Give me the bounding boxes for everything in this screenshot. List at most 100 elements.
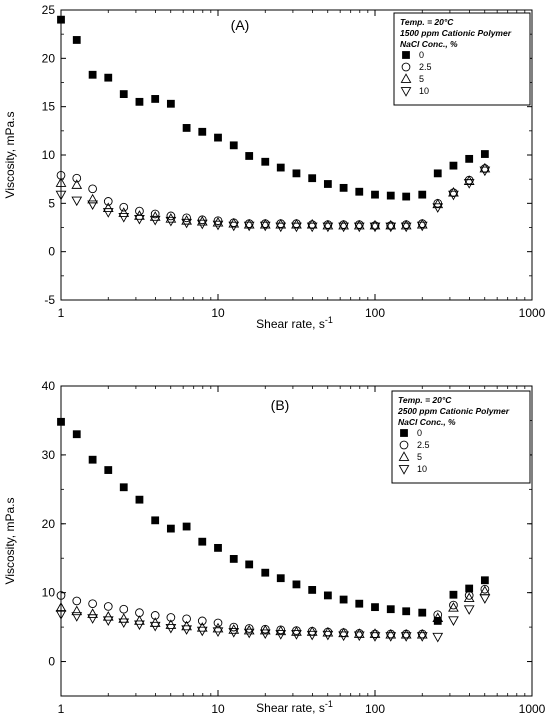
legend-box [391, 390, 531, 484]
y-tick-label: 0 [48, 245, 55, 259]
legend-marker [398, 465, 410, 475]
data-point [308, 586, 317, 594]
data-point [448, 186, 459, 197]
data-point [276, 574, 285, 583]
data-point [448, 602, 459, 612]
data-point [212, 216, 224, 227]
data-point [181, 215, 192, 225]
data-point [402, 607, 411, 616]
data-point [88, 70, 97, 79]
data-point [119, 604, 129, 614]
legend-marker [402, 51, 410, 59]
x-tick-label: 10 [211, 702, 225, 716]
data-point [371, 603, 379, 612]
data-point [385, 219, 397, 230]
data-point [149, 215, 161, 226]
data-point [228, 628, 240, 638]
data-point [400, 632, 412, 642]
data-point [118, 613, 130, 623]
data-point [449, 590, 458, 599]
data-point [291, 626, 302, 636]
data-point [197, 215, 207, 225]
data-point [433, 610, 443, 620]
data-point [433, 198, 443, 208]
data-point [416, 221, 428, 232]
data-point [245, 152, 254, 160]
data-point [212, 627, 224, 637]
x-tick-label: 100 [365, 306, 385, 320]
legend-label: 5 [419, 74, 424, 84]
x-tick-label: 1 [58, 702, 65, 716]
data-point [149, 621, 161, 632]
data-point [151, 516, 160, 525]
data-point [104, 73, 113, 82]
data-point [292, 580, 301, 589]
data-point [119, 483, 128, 492]
data-point [118, 207, 130, 217]
data-point [369, 219, 381, 230]
legend-marker [400, 429, 408, 437]
data-point [291, 218, 302, 229]
y-tick-label: 10 [42, 148, 56, 162]
data-point [275, 218, 287, 229]
data-point [165, 623, 177, 634]
series-0 [57, 15, 489, 201]
data-point [385, 628, 397, 639]
data-point [214, 133, 222, 142]
data-point [229, 141, 238, 150]
data-point [323, 180, 332, 188]
data-point [338, 222, 349, 233]
data-point [355, 599, 364, 608]
data-point [432, 632, 444, 643]
data-point [213, 216, 223, 226]
data-point [463, 605, 475, 615]
data-point [181, 625, 192, 635]
data-point [196, 219, 208, 230]
data-point [433, 617, 442, 625]
data-point [338, 219, 349, 230]
legend-label: 5 [417, 452, 422, 462]
y-tick-label: 15 [42, 100, 56, 114]
y-tick-label: 0 [48, 655, 55, 669]
data-point [275, 222, 287, 233]
data-point [244, 624, 254, 633]
data-point [463, 592, 475, 603]
data-point [55, 602, 67, 612]
data-point [214, 543, 222, 552]
data-point [306, 222, 318, 233]
data-point [88, 184, 97, 194]
data-point [135, 97, 144, 106]
legend-marker [398, 451, 410, 461]
y-tick-label: 10 [42, 586, 56, 600]
data-point [338, 631, 349, 642]
data-point [371, 190, 379, 199]
data-point [243, 628, 255, 639]
data-point [55, 190, 67, 201]
data-point [400, 219, 412, 230]
x-axis-ticks: 1 10 100 1000 [58, 10, 546, 320]
data-point [88, 599, 97, 609]
data-point [243, 624, 255, 635]
series-10 [55, 594, 491, 643]
data-point [72, 596, 82, 606]
data-point [104, 466, 113, 474]
data-point [198, 537, 207, 546]
data-point [134, 615, 145, 625]
data-point [339, 183, 348, 192]
data-point [323, 591, 332, 600]
data-point [119, 90, 128, 98]
data-point [118, 618, 130, 629]
data-point [103, 602, 113, 611]
data-point [432, 203, 444, 213]
data-point [259, 218, 271, 229]
data-point [150, 611, 160, 620]
data-point [353, 219, 365, 230]
data-point [166, 524, 175, 533]
data-point [322, 219, 334, 230]
data-point [385, 632, 397, 642]
legend-temperature: Temp. = 20°C [398, 395, 452, 405]
data-point [57, 15, 65, 24]
